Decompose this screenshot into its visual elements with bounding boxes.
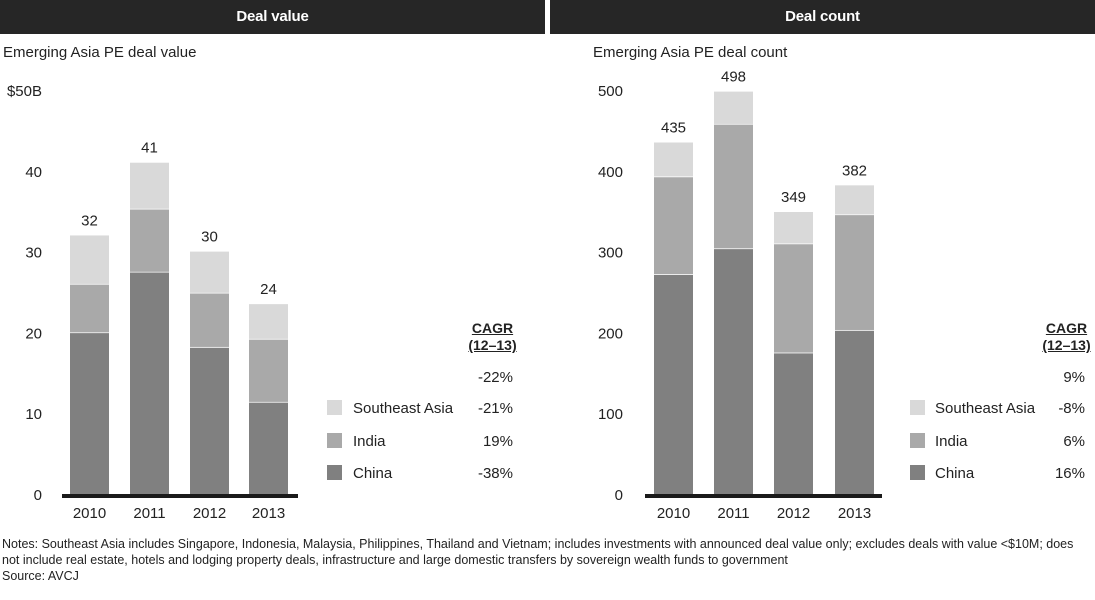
bar-segment-china bbox=[835, 329, 874, 494]
bar-segment-india bbox=[654, 176, 693, 275]
bar-segment-china bbox=[714, 248, 753, 494]
cagr-period: (12–13) bbox=[1042, 337, 1091, 353]
cagr-label: CAGR bbox=[471, 320, 514, 336]
bar-total-label: 382 bbox=[842, 162, 867, 179]
x-axis-line bbox=[645, 494, 882, 498]
bar-total-label: 498 bbox=[721, 69, 746, 86]
y-tick-label: 40 bbox=[25, 164, 42, 181]
x-tick-label: 2011 bbox=[717, 505, 749, 522]
bar-segment-southeast-asia bbox=[70, 235, 109, 284]
y-tick-label: 400 bbox=[598, 164, 623, 181]
legend-label: India bbox=[353, 433, 386, 450]
legend-swatch bbox=[327, 433, 342, 448]
y-tick-label: $50B bbox=[7, 83, 42, 100]
bar-total-label: 41 bbox=[141, 140, 158, 157]
legend-swatch bbox=[910, 465, 925, 480]
notes: Notes: Southeast Asia includes Singapore… bbox=[2, 536, 1094, 584]
deal-value-header: Deal value bbox=[0, 0, 545, 34]
x-tick-label: 2010 bbox=[657, 505, 690, 522]
bar-total-label: 24 bbox=[260, 281, 277, 298]
bar-segment-southeast-asia bbox=[714, 91, 753, 124]
cagr-header-value: CAGR (12–13) bbox=[460, 320, 525, 354]
bar-segment-india bbox=[714, 123, 753, 249]
legend-swatch bbox=[910, 433, 925, 448]
legend-swatch bbox=[327, 400, 342, 415]
charts-canvas: 0 10 20 30 40 $50B 32 2010 41 2011 30 2012 24 2013 -22… bbox=[7, 69, 1085, 522]
x-tick-label: 2010 bbox=[73, 505, 106, 522]
bar-segment-india bbox=[774, 243, 813, 353]
y-tick-label: 20 bbox=[25, 325, 42, 342]
cagr-value: 16% bbox=[1055, 465, 1085, 482]
cagr-header-count: CAGR (12–13) bbox=[1034, 320, 1095, 354]
bar-total-label: 30 bbox=[201, 229, 218, 246]
cagr-value: -8% bbox=[1058, 400, 1085, 417]
bar-segment-india bbox=[190, 292, 229, 347]
y-tick-label: 0 bbox=[34, 487, 42, 504]
chart-subtitle-count: Emerging Asia PE deal count bbox=[593, 44, 788, 61]
deal-count-header: Deal count bbox=[550, 0, 1095, 34]
cagr-period: (12–13) bbox=[468, 337, 517, 353]
bar-segment-southeast-asia bbox=[190, 251, 229, 293]
bar-segment-india bbox=[130, 208, 169, 272]
y-tick-label: 200 bbox=[598, 325, 623, 342]
bar-segment-southeast-asia bbox=[249, 304, 288, 339]
legend-swatch bbox=[910, 400, 925, 415]
y-tick-label: 300 bbox=[598, 245, 623, 262]
notes-text: Notes: Southeast Asia includes Singapore… bbox=[2, 537, 1074, 567]
bar-segment-china bbox=[249, 401, 288, 494]
legend-label: India bbox=[935, 433, 968, 450]
cagr-value: 19% bbox=[483, 433, 513, 450]
cagr-value: 6% bbox=[1063, 433, 1085, 450]
cagr-label: CAGR bbox=[1045, 320, 1088, 336]
y-tick-label: 30 bbox=[25, 245, 42, 262]
bar-segment-china bbox=[774, 352, 813, 494]
x-tick-label: 2013 bbox=[838, 505, 871, 522]
legend-swatch bbox=[327, 465, 342, 480]
cagr-value: -38% bbox=[478, 465, 513, 482]
bar-segment-china bbox=[190, 346, 229, 494]
bar-segment-india bbox=[835, 214, 874, 330]
legend-label: Southeast Asia bbox=[935, 400, 1036, 417]
bar-segment-southeast-asia bbox=[835, 185, 874, 215]
legend-label: China bbox=[935, 465, 975, 482]
bar-segment-india bbox=[70, 283, 109, 333]
bar-segment-china bbox=[654, 274, 693, 494]
bar-segment-southeast-asia bbox=[130, 162, 169, 209]
cagr-total-value: -22% bbox=[478, 369, 513, 386]
bar-total-label: 435 bbox=[661, 120, 686, 137]
bar-segment-china bbox=[70, 332, 109, 494]
legend-label: China bbox=[353, 465, 393, 482]
chart-subtitle-value: Emerging Asia PE deal value bbox=[3, 44, 197, 61]
bar-segment-southeast-asia bbox=[774, 212, 813, 244]
y-tick-label: 10 bbox=[25, 406, 42, 423]
legend-label: Southeast Asia bbox=[353, 400, 454, 417]
x-tick-label: 2013 bbox=[252, 505, 285, 522]
source-text: Source: AVCJ bbox=[2, 569, 79, 583]
bar-total-label: 349 bbox=[781, 189, 806, 206]
x-tick-label: 2012 bbox=[193, 505, 226, 522]
y-tick-label: 0 bbox=[615, 487, 623, 504]
x-axis-line bbox=[62, 494, 298, 498]
x-tick-label: 2011 bbox=[133, 505, 165, 522]
y-tick-label: 500 bbox=[598, 83, 623, 100]
bar-segment-china bbox=[130, 271, 169, 494]
bar-segment-southeast-asia bbox=[654, 142, 693, 177]
bar-segment-india bbox=[249, 338, 288, 402]
bar-total-label: 32 bbox=[81, 212, 98, 229]
x-tick-label: 2012 bbox=[777, 505, 810, 522]
cagr-value: -21% bbox=[478, 400, 513, 417]
cagr-total-value: 9% bbox=[1063, 369, 1085, 386]
y-tick-label: 100 bbox=[598, 406, 623, 423]
